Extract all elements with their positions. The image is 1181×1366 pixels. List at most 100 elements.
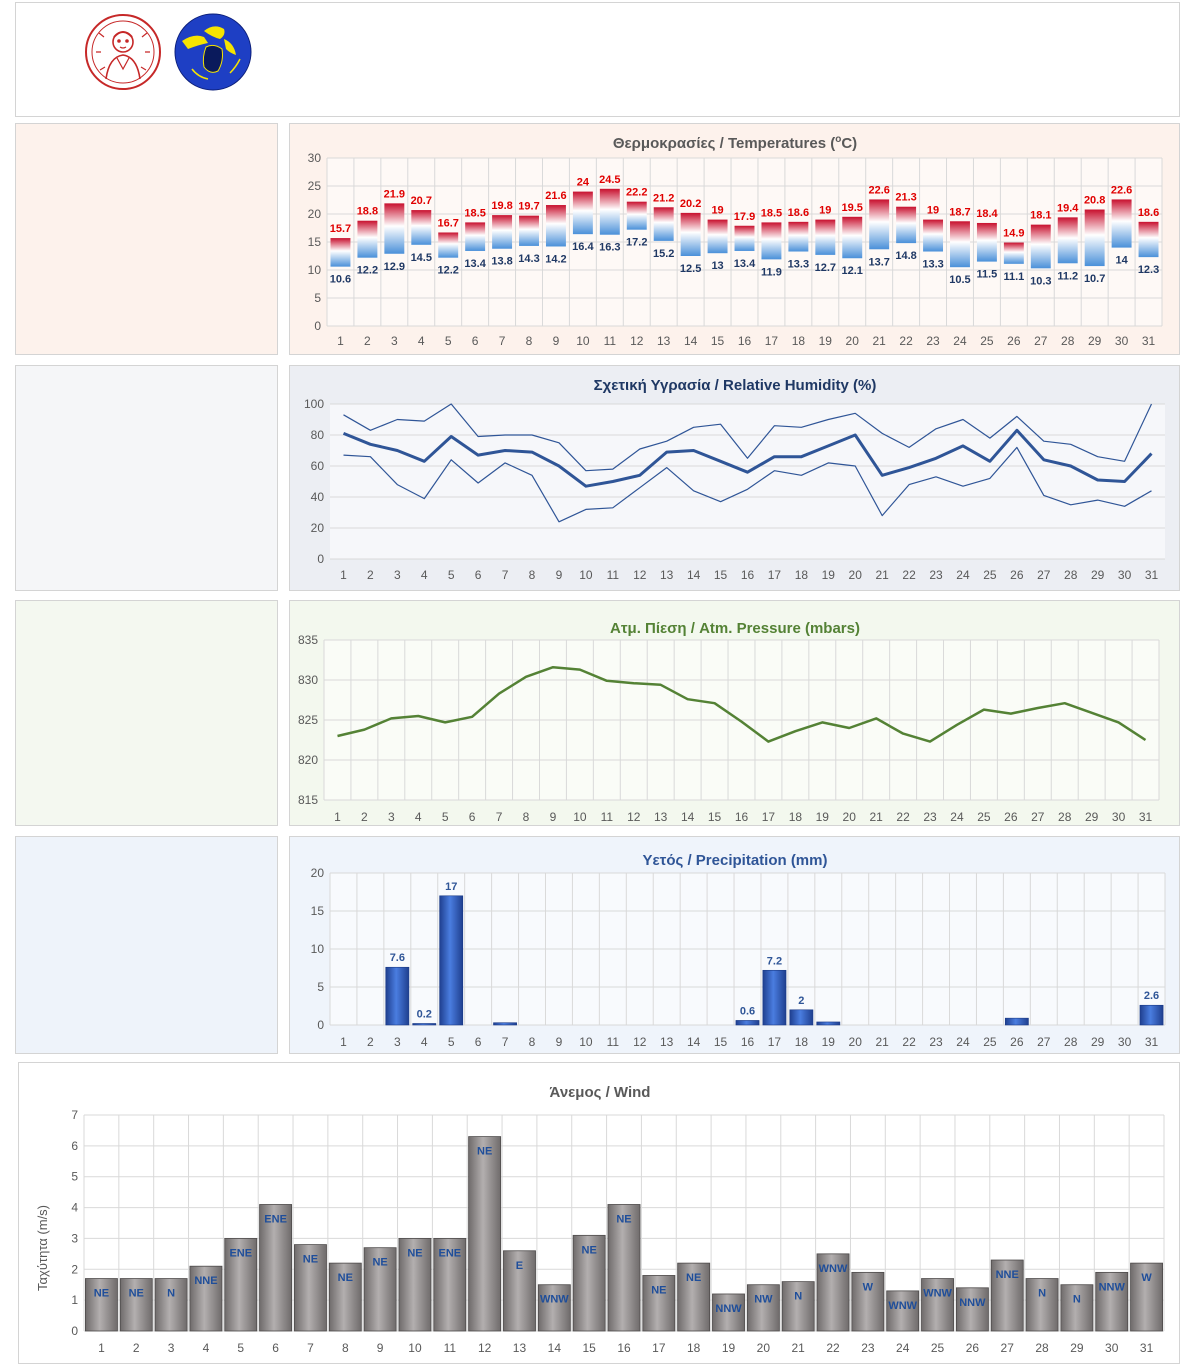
wind-direction-label: WNW [540,1294,569,1306]
min-temp-label: 14.8 [895,250,916,262]
x-tick-label: 16 [617,1341,631,1355]
y-tick-label: 80 [311,428,325,442]
wind-bar [84,1278,118,1332]
x-tick-label: 24 [956,1035,970,1049]
x-tick-label: 30 [1118,1035,1132,1049]
wind-bar [746,1284,780,1332]
x-tick-label: 18 [687,1341,701,1355]
x-tick-label: 27 [1034,334,1048,348]
x-tick-label: 11 [607,568,620,582]
x-tick-label: 31 [1142,334,1156,348]
wind-direction-label: NE [582,1244,597,1256]
pressure-chart-title: Ατμ. Πίεση / Atm. Pressure (mbars) [610,620,860,637]
y-tick-label: 825 [298,713,318,727]
min-temp-label: 11.5 [977,269,998,281]
x-tick-label: 21 [875,1035,889,1049]
temperature-chart-title: Θερμοκρασίες / Temperatures (oC) [613,134,857,152]
y-tick-label: 2 [71,1262,78,1276]
min-temp-label: 10.3 [1030,275,1051,287]
x-tick-label: 9 [377,1341,384,1355]
temp-range-bar [519,215,539,246]
wind-direction-label: W [863,1281,874,1293]
y-tick-label: 0 [317,1018,324,1032]
x-tick-label: 10 [576,334,590,348]
x-tick-label: 16 [735,810,749,824]
x-tick-label: 26 [1010,1035,1024,1049]
temp-range-bar [1084,209,1105,267]
x-tick-label: 7 [307,1341,314,1355]
temp-range-bar [465,222,486,251]
x-tick-label: 16 [741,568,755,582]
x-tick-label: 30 [1105,1341,1119,1355]
x-tick-label: 31 [1145,568,1159,582]
max-temp-label: 21.3 [895,192,916,204]
humidity-mean-line [342,428,1153,488]
y-tick-label: 815 [298,793,318,807]
x-tick-label: 2 [367,568,374,582]
max-temp-label: 19.7 [518,201,539,213]
max-temp-label: 14.9 [1003,228,1024,240]
wind-bar [1130,1262,1164,1332]
x-tick-label: 12 [627,810,641,824]
x-tick-label: 12 [630,334,644,348]
x-tick-label: 15 [711,334,725,348]
max-temp-label: 15.7 [330,223,351,235]
x-tick-label: 24 [950,810,964,824]
x-tick-label: 4 [421,1035,428,1049]
x-tick-label: 9 [556,1035,563,1049]
temperature-side-panel [15,123,278,355]
wind-direction-label: NNW [715,1303,742,1315]
x-tick-label: 4 [418,334,425,348]
humidity-chart: Σχετική Υγρασία / Relative Humidity (%) … [304,377,1165,582]
x-tick-label: 25 [983,1035,997,1049]
wind-direction-label: WNW [888,1300,917,1312]
temp-range-bar [842,216,863,259]
wind-bar [154,1278,188,1332]
x-tick-label: 5 [445,334,452,348]
precipitation-chart: Υετός / Precipitation (mm) 7.60.2170.67.… [311,852,1166,1049]
y-tick-label: 820 [298,753,318,767]
temp-range-bar [1057,217,1078,264]
precip-value-label: 2.6 [1144,990,1159,1002]
wind-direction-label: NE [372,1257,387,1269]
temp-range-bar [950,221,970,268]
wind-bar [886,1290,920,1332]
wind-bar [816,1253,850,1332]
x-tick-label: 4 [421,568,428,582]
max-temp-label: 22.2 [626,187,647,199]
y-tick-label: 830 [298,673,318,687]
x-tick-label: 18 [795,1035,809,1049]
min-temp-label: 12.2 [437,265,458,277]
min-temp-label: 12.5 [680,263,701,275]
wind-direction-label: NE [338,1272,353,1284]
wind-bar [572,1234,606,1332]
precip-bar [789,1009,814,1026]
min-temp-label: 12.2 [357,265,378,277]
y-tick-label: 0 [317,552,324,566]
pressure-chart-panel: Ατμ. Πίεση / Atm. Pressure (mbars) 815 82… [289,600,1180,826]
x-tick-label: 18 [789,810,803,824]
min-temp-label: 13.7 [868,256,889,268]
humidity-chart-panel: Σχετική Υγρασία / Relative Humidity (%) … [289,365,1180,591]
max-temp-label: 20.2 [680,198,701,210]
wind-chart-panel: Άνεμος / Wind Ταχύτητα (m/s) NE NE N NNE ENE… [18,1062,1180,1364]
wind-bar [642,1275,676,1332]
min-temp-label: 17.2 [626,237,647,249]
max-temp-label: 18.5 [464,207,485,219]
x-tick-label: 10 [579,1035,593,1049]
x-tick-label: 25 [983,568,997,582]
temp-range-bar [653,207,674,241]
y-tick-label: 100 [304,397,324,411]
precip-value-label: 7.2 [767,955,782,967]
wind-direction-label: W [1141,1272,1152,1284]
max-temp-label: 19.5 [842,202,863,214]
wind-bar [712,1293,745,1332]
max-temp-label: 22.6 [1111,184,1132,196]
min-temp-label: 12.3 [1138,264,1159,276]
y-tick-label: 20 [308,207,322,221]
x-tick-label: 26 [1004,810,1018,824]
temp-range-bar [923,219,944,252]
x-tick-label: 10 [573,810,587,824]
x-tick-label: 12 [633,568,647,582]
wind-bar [1025,1278,1059,1332]
